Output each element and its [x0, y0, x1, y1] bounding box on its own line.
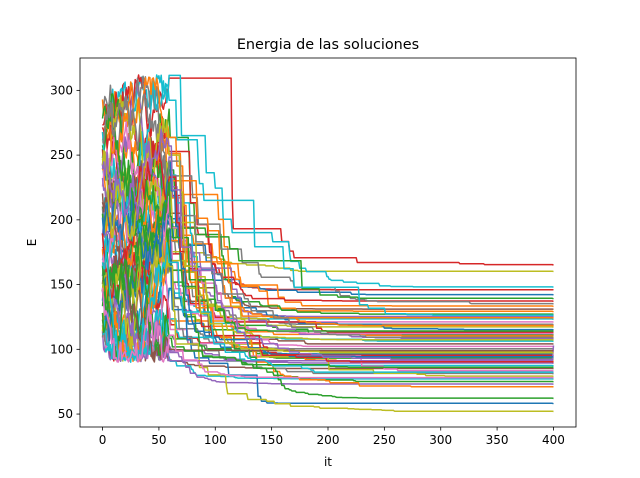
series-line	[101, 74, 554, 288]
series-line	[101, 231, 554, 413]
x-tick-label: 350	[486, 433, 509, 447]
series-line	[101, 242, 554, 374]
x-tick-label: 100	[204, 433, 227, 447]
y-tick-label: 100	[50, 342, 73, 356]
series-line	[101, 167, 554, 329]
series-line	[101, 76, 554, 319]
series-line	[102, 77, 554, 266]
y-tick-label: 250	[50, 148, 73, 162]
series-line	[101, 232, 554, 369]
series-line	[101, 191, 554, 329]
series-line	[101, 93, 554, 339]
x-tick-label: 300	[429, 433, 452, 447]
series-line	[101, 191, 554, 334]
x-axis: 0 50 100 150 200 250 300 350 400	[99, 427, 565, 447]
series-line	[102, 309, 554, 380]
series-line	[101, 117, 554, 354]
series-line	[101, 202, 554, 345]
chart-title: Energia de las soluciones	[237, 37, 419, 53]
x-tick-label: 400	[542, 433, 565, 447]
series-line	[101, 287, 554, 386]
x-tick-label: 50	[151, 433, 166, 447]
y-tick-label: 200	[50, 213, 73, 227]
y-axis-label: E	[25, 239, 39, 247]
series-line	[101, 128, 554, 361]
series-line	[101, 195, 554, 348]
series-line	[102, 211, 554, 405]
x-axis-label: it	[324, 455, 332, 469]
y-tick-label: 300	[50, 83, 73, 97]
y-axis: 50 100 150 200 250 300	[50, 83, 80, 421]
y-tick-label: 150	[50, 278, 73, 292]
series-line	[101, 105, 554, 332]
x-tick-label: 200	[317, 433, 340, 447]
series-line	[101, 256, 554, 362]
series-line	[101, 168, 554, 327]
series-layer	[101, 74, 555, 413]
series-line	[101, 140, 554, 363]
series-line	[101, 108, 554, 316]
series-line	[101, 287, 554, 379]
series-line	[101, 182, 554, 363]
series-line	[101, 169, 554, 323]
x-tick-label: 0	[99, 433, 107, 447]
x-tick-label: 250	[373, 433, 396, 447]
x-tick-label: 150	[260, 433, 283, 447]
series-line	[101, 150, 554, 273]
series-line	[101, 161, 554, 358]
series-line	[101, 74, 554, 303]
series-line	[102, 99, 554, 313]
series-line	[101, 265, 554, 363]
series-line	[101, 227, 554, 375]
series-line	[101, 79, 554, 317]
y-tick-label: 50	[58, 407, 73, 421]
